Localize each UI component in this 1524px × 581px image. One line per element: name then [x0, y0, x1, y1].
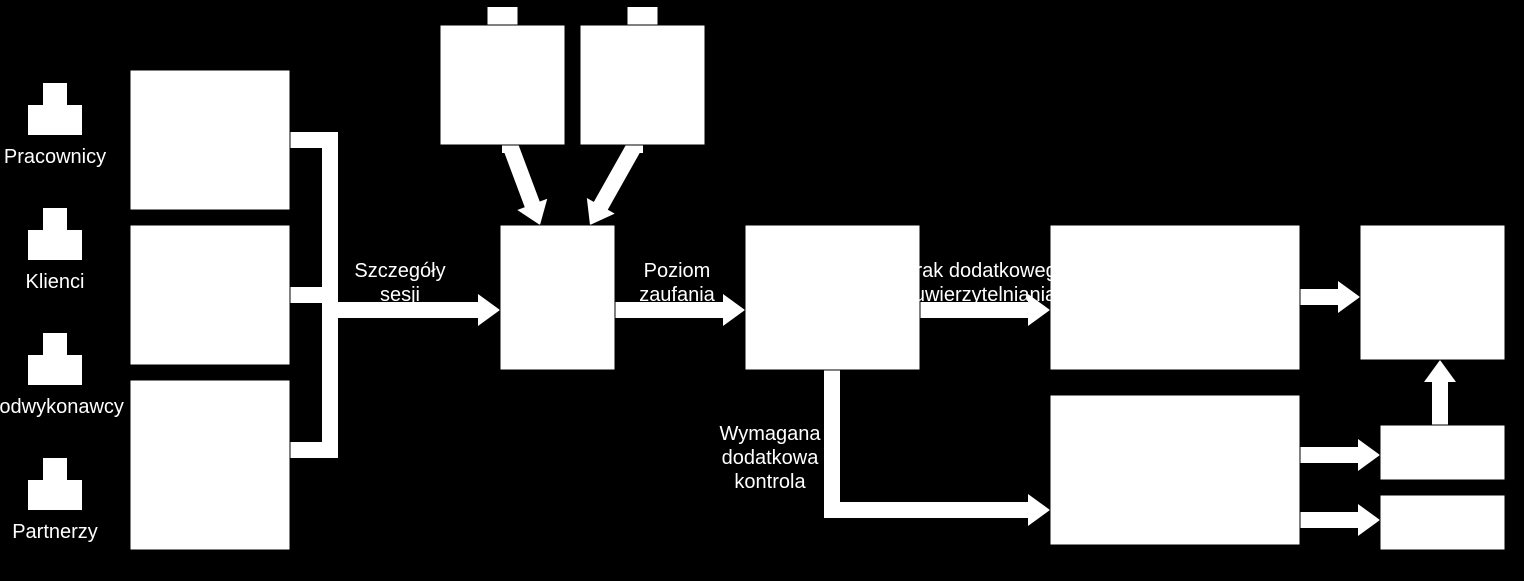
actor-pracownicy-label: Pracownicy	[4, 146, 106, 168]
col2-c	[130, 380, 290, 550]
top-b	[580, 7, 705, 145]
auth-none	[1050, 225, 1300, 370]
lbl-wymagana-line-1: dodatkowa	[722, 447, 820, 469]
res-a	[1380, 425, 1505, 480]
lbl-sesji-line-0: Szczegóły	[354, 260, 445, 282]
lbl-wymagana-line-0: Wymagana	[720, 423, 822, 445]
res-b	[1380, 495, 1505, 550]
mid	[500, 225, 615, 370]
col2-b	[130, 225, 290, 365]
auth-more	[1050, 395, 1300, 545]
col2-a	[130, 70, 290, 210]
eval	[745, 225, 920, 370]
lbl-sesji-line-1: sesji	[380, 284, 420, 306]
actor-partnerzy-label: Partnerzy	[12, 521, 98, 543]
res-top	[1360, 225, 1505, 360]
actor-klienci-label: Klienci	[26, 271, 85, 293]
actor-podwykonawcy-label: Podwykonawcy	[0, 396, 124, 418]
lbl-zaufania-line-1: zaufania	[639, 284, 715, 306]
top-a	[440, 7, 565, 145]
lbl-brak-line-1: uwierzytelniania	[914, 284, 1057, 306]
lbl-brak-line-0: Brak dodatkowego	[902, 260, 1068, 282]
lbl-zaufania-line-0: Poziom	[644, 260, 711, 282]
lbl-wymagana-line-2: kontrola	[734, 471, 806, 493]
